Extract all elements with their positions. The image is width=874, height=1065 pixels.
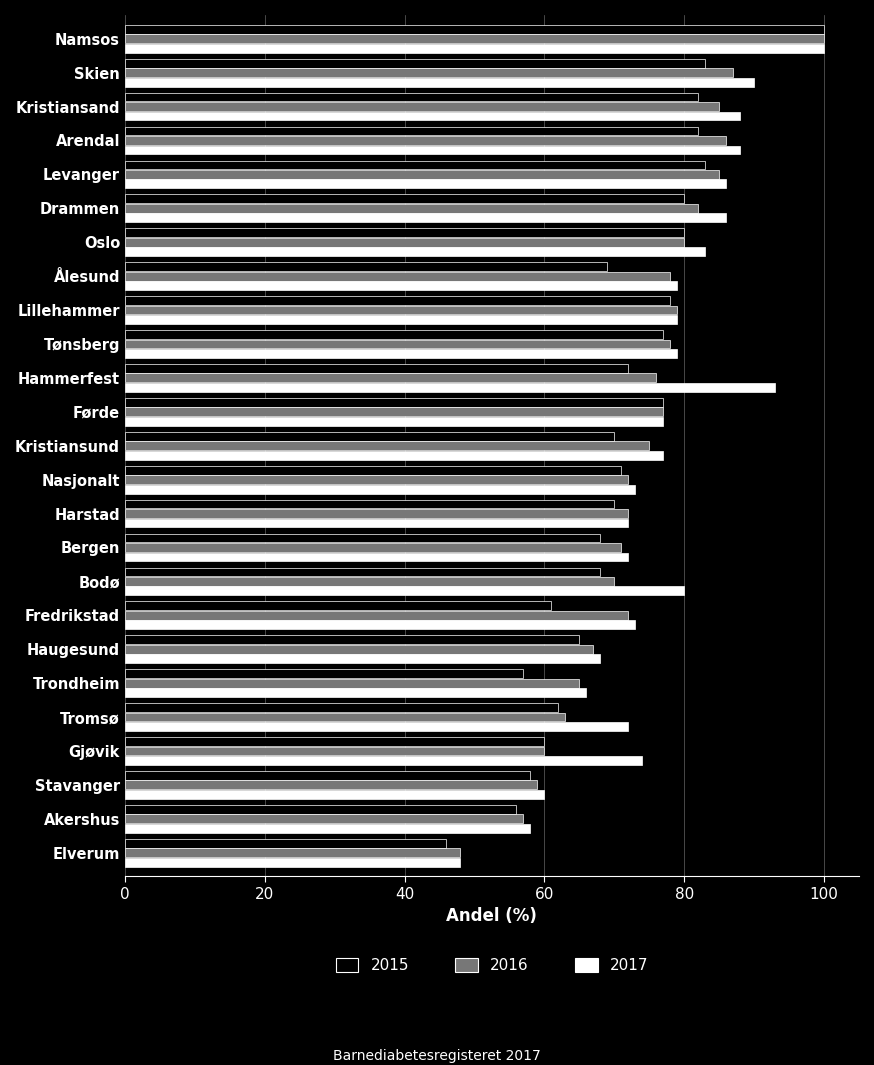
Bar (125, 621, 635, 629)
Bar (125, 398, 663, 407)
Bar (125, 228, 684, 237)
Bar (125, 330, 663, 339)
Bar (125, 712, 565, 721)
Bar (125, 262, 607, 272)
Bar (125, 441, 649, 450)
Bar (125, 654, 600, 663)
Bar (125, 805, 517, 814)
Bar (125, 737, 545, 745)
Bar (125, 756, 642, 765)
Bar (125, 24, 824, 34)
Bar (125, 669, 524, 678)
Bar (125, 790, 545, 799)
Bar (125, 34, 824, 44)
Bar (125, 553, 628, 561)
Bar (125, 383, 775, 392)
Bar (125, 237, 684, 247)
Bar (125, 824, 531, 833)
Bar (125, 170, 719, 179)
Bar (125, 78, 754, 86)
Bar (125, 408, 663, 416)
Bar (125, 431, 614, 441)
Bar (125, 781, 538, 789)
Bar (125, 519, 628, 527)
Text: Barnediabetesregisteret 2017: Barnediabetesregisteret 2017 (333, 1049, 541, 1063)
Bar (125, 59, 705, 67)
Bar (125, 44, 824, 52)
Bar (125, 857, 461, 867)
Bar (125, 195, 684, 203)
Bar (125, 688, 586, 698)
Legend: 2015, 2016, 2017: 2015, 2016, 2017 (328, 950, 656, 981)
Bar (125, 281, 677, 290)
Bar (125, 203, 698, 213)
Bar (125, 127, 698, 135)
Bar (125, 272, 670, 280)
Bar (125, 509, 628, 518)
Bar (125, 340, 670, 348)
X-axis label: Andel (%): Andel (%) (447, 907, 538, 925)
Bar (125, 771, 531, 780)
Bar (125, 374, 656, 382)
Bar (125, 611, 628, 620)
Bar (125, 180, 726, 189)
Bar (125, 93, 698, 101)
Bar (125, 644, 593, 654)
Bar (125, 485, 635, 493)
Bar (125, 450, 663, 460)
Bar (125, 349, 677, 358)
Bar (125, 577, 614, 586)
Bar (125, 296, 670, 305)
Bar (125, 499, 614, 508)
Bar (125, 636, 579, 644)
Bar (125, 68, 733, 77)
Bar (125, 815, 524, 823)
Bar (125, 161, 705, 169)
Bar (125, 747, 545, 755)
Bar (125, 568, 600, 576)
Bar (125, 112, 740, 120)
Bar (125, 213, 726, 223)
Bar (125, 475, 628, 485)
Bar (125, 534, 600, 542)
Bar (125, 465, 621, 475)
Bar (125, 703, 558, 712)
Bar (125, 722, 628, 731)
Bar (125, 849, 461, 857)
Bar (125, 587, 684, 595)
Bar (125, 102, 719, 111)
Bar (125, 306, 677, 314)
Bar (125, 839, 447, 848)
Bar (125, 416, 663, 426)
Bar (125, 543, 621, 552)
Bar (125, 247, 705, 257)
Bar (125, 678, 579, 688)
Bar (125, 315, 677, 324)
Bar (125, 146, 740, 154)
Bar (125, 136, 726, 145)
Bar (125, 364, 628, 373)
Bar (125, 602, 551, 610)
